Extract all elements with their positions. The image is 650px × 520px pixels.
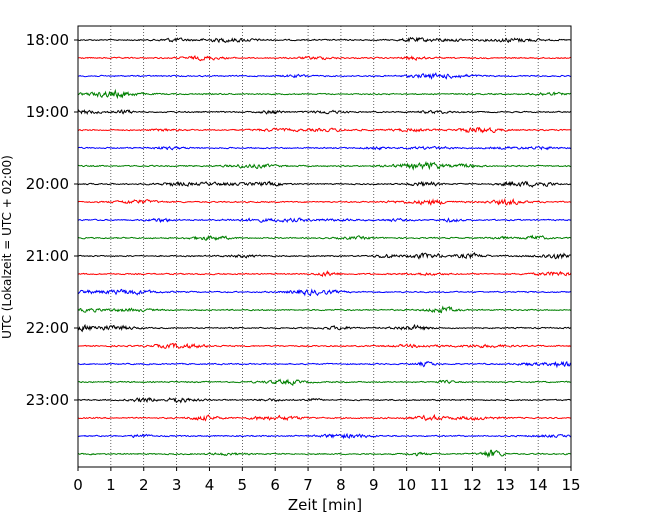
trace-line [77,396,572,404]
trace-line [77,342,572,350]
x-tick-label: 6 [270,476,280,494]
trace-line [77,413,572,422]
trace-line [77,378,572,387]
x-tick-label: 15 [561,476,580,494]
trace-line [77,55,572,62]
trace-line [77,360,572,369]
y-tick-label: 23:00 [26,391,69,409]
trace-line [77,88,572,100]
x-tick-label: 3 [172,476,182,494]
x-tick-label: 5 [238,476,248,494]
x-tick-label: 14 [529,476,548,494]
trace-line [77,449,572,459]
x-tick-label: 7 [303,476,313,494]
x-tick-label: 1 [106,476,116,494]
trace-line [77,72,572,80]
x-axis-label: Zeit [min] [288,496,362,514]
y-axis-label: UTC (Lokalzeit = UTC + 02:00) [0,155,14,339]
y-ticks: 18:00 19:00 20:00 21:00 22:00 23:00 [26,31,78,409]
trace-line [77,234,572,241]
x-tick-label: 12 [463,476,482,494]
trace-line [77,270,572,278]
trace-line [77,36,572,44]
x-tick-label: 9 [369,476,379,494]
trace-line [77,109,572,115]
trace-line [77,145,572,151]
trace-line [77,197,572,206]
seismogram-traces [77,36,572,459]
x-ticks: 0 1 2 3 4 5 6 7 8 9 10 11 12 13 14 15 [73,467,581,494]
trace-line [77,432,572,440]
y-tick-label: 22:00 [26,319,69,337]
y-tick-label: 20:00 [26,175,69,193]
x-tick-label: 4 [205,476,215,494]
x-tick-label: 11 [430,476,449,494]
y-tick-label: 21:00 [26,247,69,265]
x-tick-label: 13 [496,476,515,494]
x-tick-label: 8 [336,476,346,494]
x-tick-label: 10 [397,476,416,494]
trace-line [77,252,572,260]
trace-line [77,323,572,333]
trace-line [77,288,572,297]
x-tick-label: 0 [73,476,83,494]
trace-line [77,126,572,134]
plot-frame [77,25,572,468]
y-tick-label: 18:00 [26,31,69,49]
y-tick-label: 19:00 [26,103,69,121]
trace-line [77,217,572,224]
trace-line [77,305,572,314]
trace-line [77,160,572,171]
x-tick-label: 2 [139,476,149,494]
trace-line [77,180,572,188]
